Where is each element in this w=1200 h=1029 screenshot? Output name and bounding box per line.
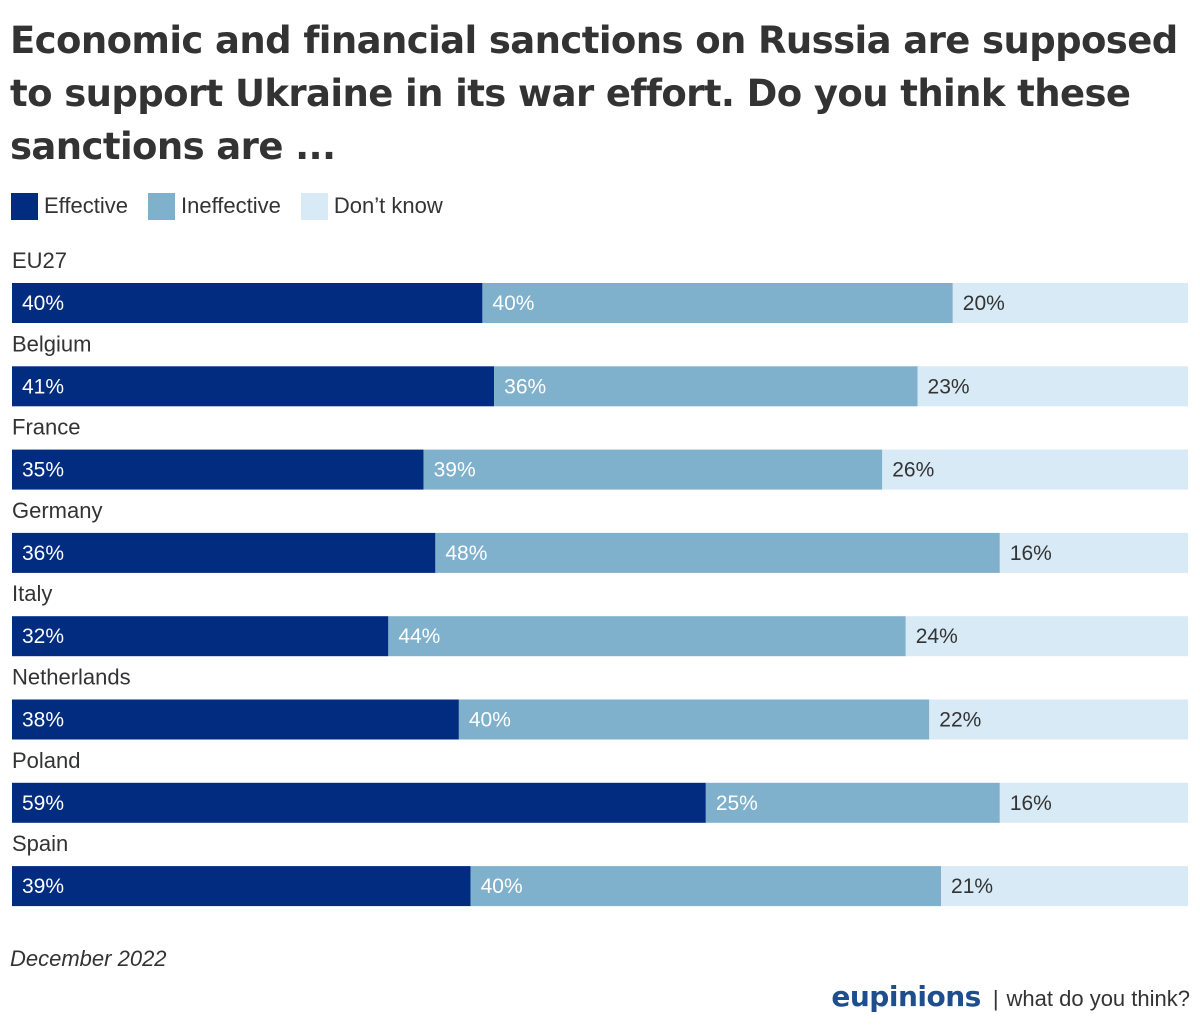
value-label-eu27-don-t-know: 20%	[963, 292, 1005, 315]
value-label-italy-don-t-know: 24%	[916, 625, 958, 648]
bar-germany-ineffective	[435, 532, 1000, 573]
bar-eu27-don-t-know	[952, 283, 1188, 323]
eupinions-logo: eupinions	[831, 980, 981, 1013]
bar-poland-effective	[12, 782, 706, 823]
legend-swatch-ineffective	[147, 192, 175, 220]
chart-title: Economic and financial sanctions on Russ…	[10, 19, 1178, 168]
legend-item-ineffective: Ineffective	[147, 192, 281, 220]
bar-france-ineffective	[423, 449, 883, 490]
bar-poland-don-t-know	[999, 782, 1188, 823]
legend-swatch-effective	[11, 192, 38, 220]
bar-netherlands-ineffective	[458, 699, 930, 740]
value-label-poland-don-t-know: 16%	[1010, 792, 1052, 815]
value-label-spain-effective: 39%	[22, 875, 64, 898]
value-label-belgium-ineffective: 36%	[504, 375, 546, 398]
value-label-spain-ineffective: 40%	[481, 875, 523, 898]
bar-spain-don-t-know	[941, 866, 1188, 907]
value-label-poland-effective: 59%	[22, 792, 64, 815]
category-label-germany: Germany	[12, 498, 102, 523]
value-label-spain-don-t-know: 21%	[951, 875, 993, 898]
bar-spain-effective	[12, 866, 471, 907]
category-label-spain: Spain	[12, 831, 68, 856]
value-label-eu27-effective: 40%	[22, 292, 64, 315]
brand-tagline: what do you think?	[1006, 986, 1190, 1011]
value-label-belgium-effective: 41%	[22, 375, 64, 398]
bar-eu27-ineffective	[482, 283, 953, 323]
bar-poland-ineffective	[705, 782, 1000, 823]
bar-belgium-don-t-know	[917, 366, 1188, 407]
legend-label-effective: Effective	[44, 193, 128, 218]
value-label-france-effective: 35%	[22, 459, 64, 482]
value-label-poland-ineffective: 25%	[716, 792, 758, 815]
category-label-eu27: EU27	[12, 248, 67, 273]
bar-germany-effective	[12, 532, 436, 573]
survey-date-note: December 2022	[10, 946, 167, 971]
value-label-france-don-t-know: 26%	[892, 459, 934, 482]
legend-item-dont-know: Don’t know	[300, 192, 443, 220]
bar-germany-don-t-know	[999, 532, 1188, 573]
value-label-italy-ineffective: 44%	[398, 625, 440, 648]
legend-label-ineffective: Ineffective	[180, 193, 281, 218]
bar-netherlands-don-t-know	[929, 699, 1188, 740]
legend-item-effective: Effective	[11, 192, 128, 220]
category-label-france: France	[12, 415, 80, 440]
legend: Effective Ineffective Don’t know	[11, 191, 463, 221]
value-label-germany-don-t-know: 16%	[1010, 542, 1052, 565]
value-label-italy-effective: 32%	[22, 625, 64, 648]
category-label-netherlands: Netherlands	[12, 665, 131, 690]
value-label-germany-effective: 36%	[22, 542, 64, 565]
value-label-eu27-ineffective: 40%	[492, 292, 534, 315]
legend-swatch-dont-know	[300, 192, 328, 220]
value-label-netherlands-effective: 38%	[22, 709, 64, 732]
stacked-bar-chart: EU27 40% 40% 20% Belgium 41% 36% 23% France 35% 39…	[12, 248, 1188, 907]
value-label-netherlands-don-t-know: 22%	[939, 709, 981, 732]
bar-netherlands-effective	[12, 699, 459, 740]
value-label-germany-ineffective: 48%	[445, 542, 487, 565]
brand-separator: |	[992, 986, 999, 1011]
bar-belgium-ineffective	[494, 366, 918, 407]
bar-belgium-effective	[12, 366, 495, 407]
category-label-belgium: Belgium	[12, 331, 91, 356]
bar-france-don-t-know	[882, 449, 1188, 490]
value-label-belgium-don-t-know: 23%	[928, 375, 970, 398]
bar-italy-ineffective	[388, 616, 906, 657]
bar-italy-don-t-know	[905, 616, 1188, 657]
bar-eu27-effective	[12, 283, 483, 323]
bar-france-effective	[12, 449, 424, 490]
legend-label-dont-know: Don’t know	[333, 193, 443, 218]
bar-italy-effective	[12, 616, 389, 657]
category-label-poland: Poland	[12, 748, 81, 773]
value-label-netherlands-ineffective: 40%	[469, 709, 511, 732]
bar-spain-ineffective	[470, 866, 942, 907]
value-label-france-ineffective: 39%	[434, 459, 476, 482]
brand-footer: eupinions | what do you think?	[831, 980, 1190, 1013]
category-label-italy: Italy	[12, 581, 52, 606]
